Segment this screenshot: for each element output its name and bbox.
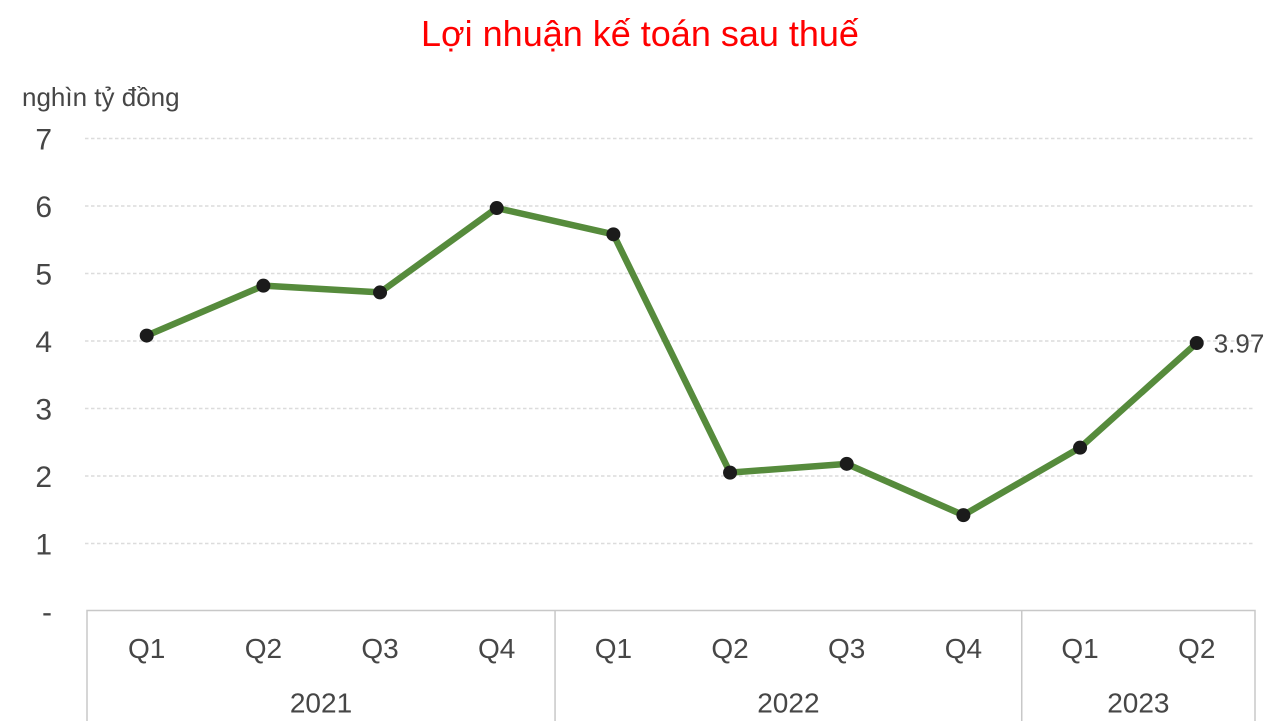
x-axis-quarter-label: Q1 xyxy=(1061,633,1098,664)
y-axis-tick-label: 1 xyxy=(35,529,52,562)
y-axis-tick-label: 2 xyxy=(35,461,52,494)
y-axis-unit-label: nghìn tỷ đồng xyxy=(22,82,180,112)
data-point xyxy=(606,227,621,242)
x-axis-quarter-label: Q2 xyxy=(1178,633,1215,664)
x-axis-quarter-label: Q1 xyxy=(595,633,632,664)
data-point xyxy=(723,465,738,480)
x-axis-year-label: 2021 xyxy=(290,688,352,719)
x-axis-quarter-label: Q4 xyxy=(478,633,515,664)
x-axis-quarter-label: Q3 xyxy=(828,633,865,664)
data-point xyxy=(373,285,388,300)
data-point xyxy=(1073,440,1088,455)
x-axis-quarter-label: Q1 xyxy=(128,633,165,664)
y-axis-tick-label: 6 xyxy=(35,191,52,224)
data-point xyxy=(139,328,154,343)
y-axis-tick-label: 3 xyxy=(35,394,52,427)
x-axis-quarter-label: Q3 xyxy=(361,633,398,664)
profit-line xyxy=(143,204,1200,519)
data-point xyxy=(839,456,854,471)
x-axis-quarter-label: Q4 xyxy=(945,633,982,664)
data-point xyxy=(256,278,271,293)
x-axis-year-label: 2022 xyxy=(757,688,819,719)
data-point xyxy=(956,508,971,523)
y-axis-tick-label: 7 xyxy=(35,124,52,157)
x-axis-quarter-label: Q2 xyxy=(245,633,282,664)
x-axis-quarter-label: Q2 xyxy=(711,633,748,664)
data-point-value-label: 3.97 xyxy=(1214,329,1265,359)
x-axis-box xyxy=(86,609,1256,721)
x-axis-year-label: 2023 xyxy=(1107,688,1169,719)
y-axis-tick-label: - xyxy=(42,596,52,629)
y-axis-tick-label: 5 xyxy=(35,259,52,292)
y-axis-tick-label: 4 xyxy=(35,326,52,359)
chart-title: Lợi nhuận kế toán sau thuế xyxy=(421,13,859,54)
data-point xyxy=(489,201,504,216)
data-point xyxy=(1189,336,1204,351)
